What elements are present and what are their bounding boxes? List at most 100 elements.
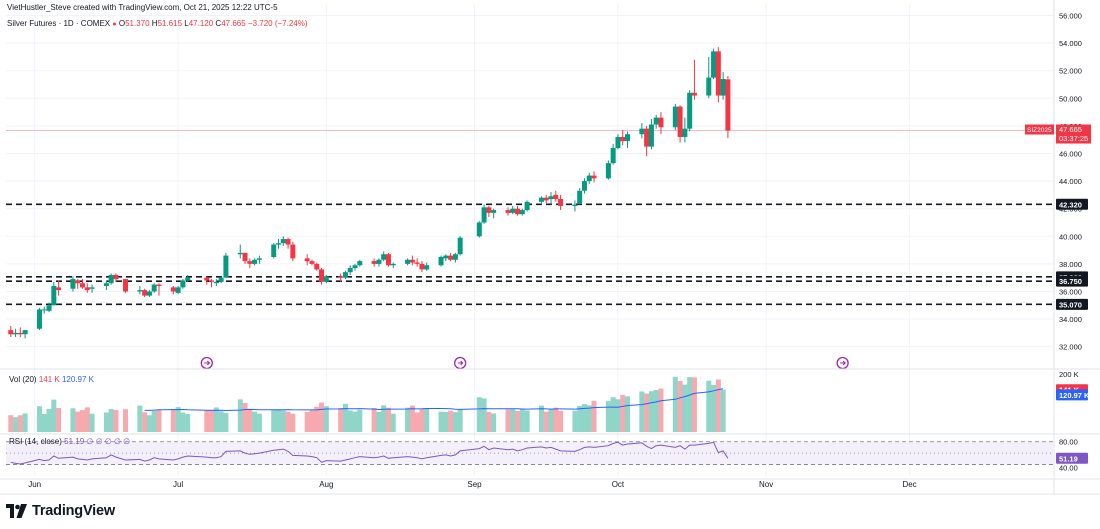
price-tick-label: 34.000 — [1059, 315, 1082, 324]
time-axis-label: Aug — [319, 480, 333, 489]
price-axis[interactable]: 56.00054.00052.00050.00048.00046.00044.0… — [1025, 12, 1091, 473]
volume-bar — [8, 415, 14, 432]
volume-bar — [56, 408, 62, 432]
volume-bar — [13, 417, 19, 432]
symbol-tag-bg — [1025, 124, 1054, 135]
volume-bar — [390, 413, 396, 432]
time-axis-label: Jul — [173, 480, 183, 489]
volume-bar — [51, 399, 57, 432]
candle-body — [75, 280, 81, 284]
candle-body — [89, 287, 95, 289]
volume-bar — [625, 396, 631, 432]
candle-body — [323, 276, 329, 282]
tradingview-logo[interactable]: TradingView — [6, 502, 115, 520]
candle-body — [381, 254, 387, 260]
time-axis[interactable]: Jun Jul Aug Sep Oct Nov Dec — [28, 480, 916, 489]
volume-bar — [46, 408, 52, 432]
candle-body — [572, 204, 578, 206]
candle-body — [476, 222, 482, 237]
volume-bar — [223, 413, 229, 432]
volume-bar — [309, 409, 315, 432]
volume-bar — [142, 412, 148, 432]
level-price-label-bg — [1056, 298, 1088, 310]
candle-body — [448, 255, 454, 260]
price-tick-label: 54.000 — [1059, 39, 1082, 48]
level-price-label: 35.070 — [1059, 300, 1082, 309]
volume-bar — [146, 415, 152, 432]
candle-body — [156, 284, 162, 286]
price-tick-label: 44.000 — [1059, 177, 1082, 186]
candle-body — [175, 287, 181, 293]
volume-bar — [242, 402, 248, 432]
candle-body — [543, 197, 549, 201]
volume-bar — [123, 409, 129, 432]
candle-body — [639, 128, 645, 135]
candle-body — [481, 207, 487, 223]
level-price-label: 42.320 — [1059, 200, 1082, 209]
candle-body — [648, 124, 654, 147]
candle-body — [242, 252, 248, 262]
volume-bar — [247, 409, 253, 432]
candle-body — [620, 136, 626, 142]
candle-body — [347, 268, 353, 273]
event-arrow-icon — [204, 360, 211, 366]
volume-ma-value: 120.97 K — [61, 375, 94, 384]
volume-bar — [572, 410, 578, 432]
volume-bar — [672, 376, 678, 432]
volume-bar — [548, 409, 554, 432]
volume-bar — [581, 404, 587, 432]
candle-body — [443, 255, 449, 259]
volume-bar — [218, 411, 224, 432]
volume-bar — [720, 389, 726, 432]
volume-bar — [515, 411, 521, 432]
symbol-title[interactable]: Silver Futures · 1D · COMEX — [7, 19, 111, 28]
volume-bar — [79, 410, 85, 432]
volume-bar — [605, 401, 611, 432]
level-price-label-bg — [1056, 198, 1088, 210]
rsi-legend[interactable]: RSI (14, close) 51.19 ∅ ∅ ∅ ∅ ∅ — [9, 437, 130, 446]
candle-body — [414, 262, 420, 264]
candle-body — [558, 199, 564, 206]
candle-body — [271, 244, 277, 257]
brand-name: TradingView — [32, 503, 115, 519]
volume-title[interactable]: Vol (20) — [9, 375, 37, 384]
volume-legend[interactable]: Vol (20) 141 K 120.97 K — [9, 375, 94, 384]
volume-bar — [342, 403, 348, 432]
volume-value: 141 K — [38, 375, 60, 384]
price-tick-label: 56.000 — [1059, 12, 1082, 21]
candle-body — [218, 277, 224, 282]
volume-bar — [448, 410, 454, 432]
candle-body — [687, 92, 693, 129]
volume-bar — [256, 413, 262, 432]
volume-bar — [419, 408, 425, 432]
panel-separators — [0, 0, 1100, 495]
volume-bar — [209, 409, 215, 432]
volume-bar — [103, 412, 109, 432]
candle-body — [209, 280, 215, 282]
candle-body — [491, 210, 497, 213]
candle-body — [581, 181, 587, 191]
candle-body — [36, 309, 42, 329]
candle-body — [304, 258, 310, 262]
rsi-title[interactable]: RSI (14, close) — [9, 437, 62, 446]
volume-bar — [204, 410, 210, 432]
close-value: 47.665 — [221, 19, 246, 28]
candle-body — [8, 330, 14, 335]
candle-body — [644, 128, 650, 147]
volume-bar — [381, 405, 387, 432]
candle-body — [653, 117, 659, 125]
candle-body — [390, 263, 396, 266]
volume-bar — [156, 409, 162, 432]
open-value: 51.370 — [125, 19, 150, 28]
candle-body — [515, 208, 521, 215]
candle-body — [185, 277, 191, 281]
volume-bar — [41, 414, 47, 432]
candle-body — [591, 175, 597, 179]
candle-body — [405, 259, 411, 264]
time-axis-label: Sep — [467, 480, 482, 489]
volume-bar — [553, 407, 559, 432]
ohlc-legend[interactable]: Silver Futures · 1D · COMEX ● O51.370 H5… — [7, 19, 308, 28]
candle-body — [352, 265, 358, 269]
